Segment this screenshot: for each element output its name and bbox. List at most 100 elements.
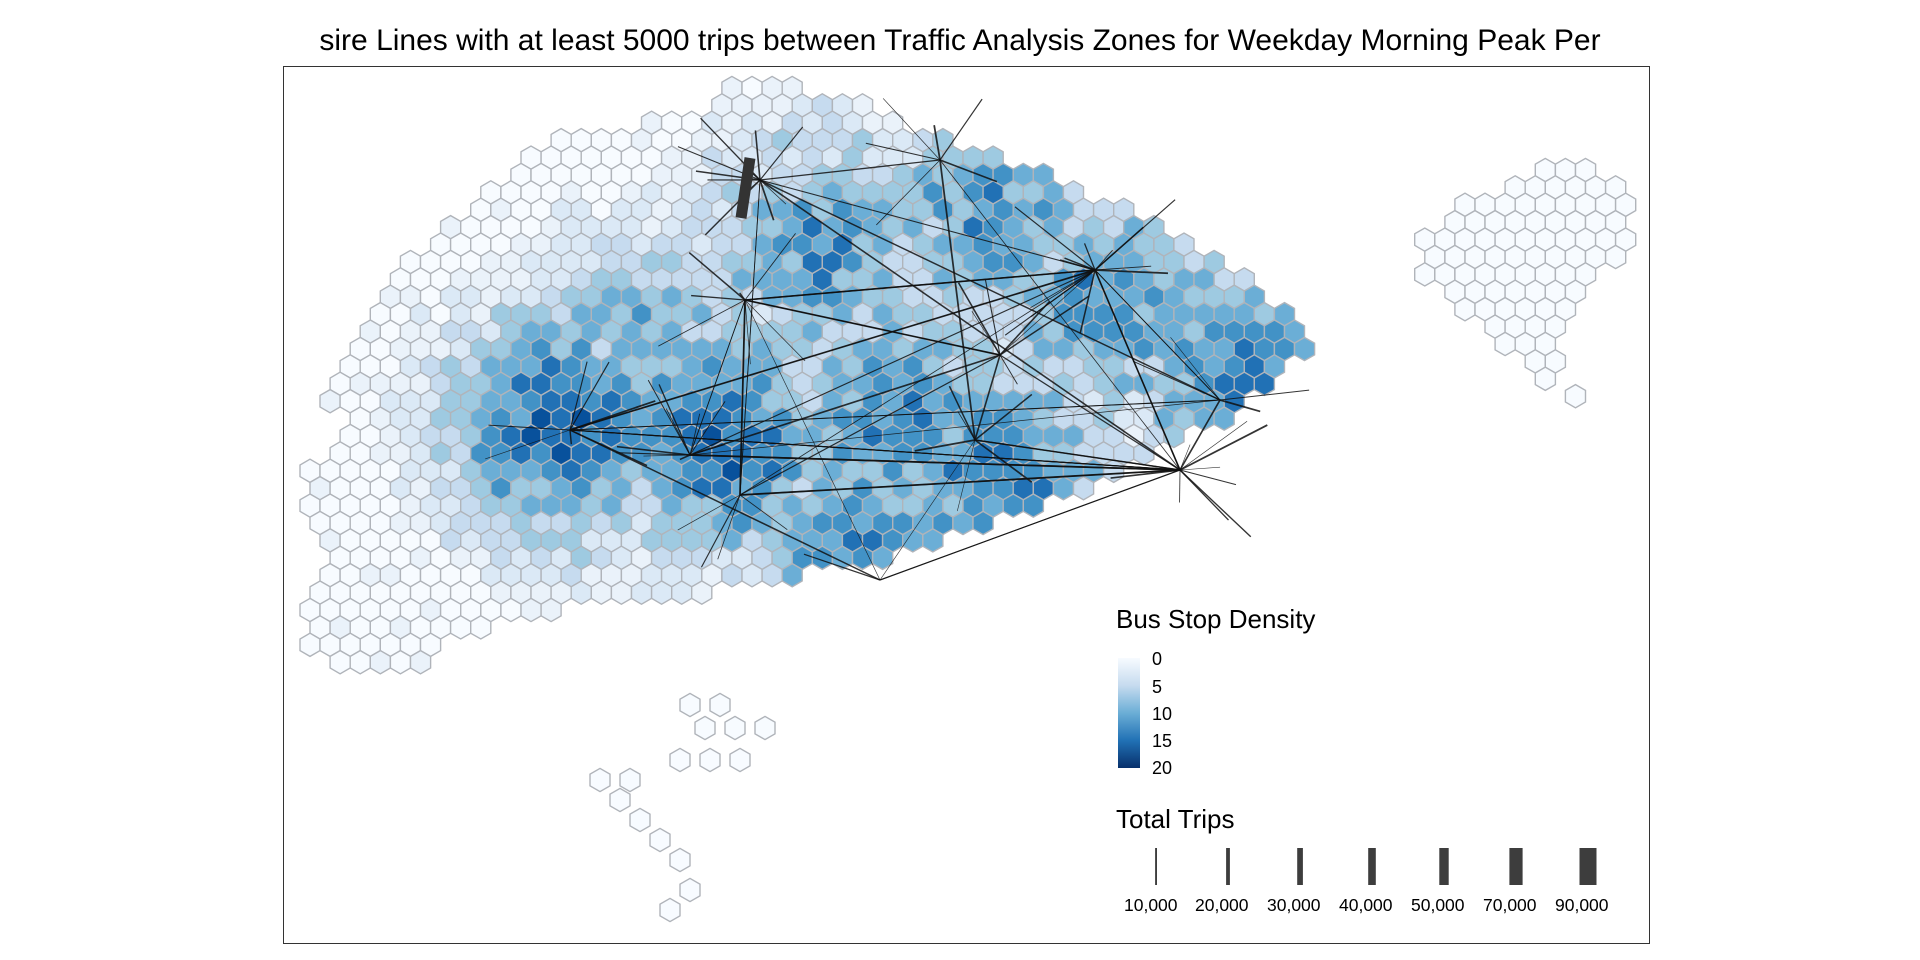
desire-line — [974, 354, 1001, 441]
desire-line — [744, 299, 881, 581]
hexagon-zone — [1163, 423, 1185, 449]
desire-line — [999, 354, 1181, 471]
hexagon-zone — [671, 580, 693, 606]
desire-line — [677, 494, 741, 531]
desire-line — [948, 385, 976, 441]
hexagon-zone — [729, 747, 751, 773]
hexagon-zone — [871, 545, 894, 571]
desire-line — [739, 494, 788, 531]
desire-line — [1179, 420, 1248, 471]
desire-line — [984, 279, 1001, 356]
hexagon-zone — [1052, 475, 1075, 501]
hexagon-zone — [449, 614, 472, 640]
desire-line — [876, 159, 941, 226]
desire-line — [957, 282, 1001, 356]
desire-line — [1094, 269, 1221, 401]
desire-line — [1110, 469, 1181, 479]
desire-line — [974, 393, 1033, 441]
desire-line — [744, 299, 751, 365]
desire-line — [939, 159, 998, 183]
desire-line — [1083, 243, 1096, 271]
hexagon-zone — [609, 787, 631, 813]
desire-line — [1170, 337, 1221, 401]
hexagon-layer — [299, 75, 1637, 923]
hexagon-zone — [1102, 458, 1125, 484]
desire-line — [1030, 269, 1096, 309]
hexagon-zone — [329, 649, 351, 675]
desire-line — [1014, 206, 1096, 271]
desire-line — [569, 429, 1181, 471]
trips-label-10000: 10,000 — [1124, 895, 1178, 915]
desire-line — [569, 269, 1096, 431]
desire-line — [569, 429, 881, 581]
desire-line — [1179, 424, 1268, 471]
desire-line — [1179, 469, 1229, 521]
desire-line — [999, 354, 1018, 385]
desire-line — [688, 252, 746, 301]
hexagon-zone — [754, 715, 776, 741]
desire-line — [691, 294, 746, 301]
desire-line — [759, 179, 787, 205]
trips-label-30000: 30,000 — [1267, 895, 1321, 915]
desire-line — [488, 424, 571, 431]
hexagon-zone — [349, 649, 371, 675]
hexagon-zone — [369, 649, 392, 675]
desire-line — [1094, 199, 1176, 271]
desire-line — [739, 354, 1001, 496]
desire-line — [744, 299, 806, 362]
desire-line — [759, 179, 775, 221]
desire-line — [1179, 466, 1221, 471]
desire-line — [1179, 469, 1237, 486]
desire-line — [882, 98, 941, 161]
trips-label-40000: 40,000 — [1339, 895, 1393, 915]
desire-line — [865, 142, 941, 161]
desire-line — [1094, 269, 1181, 471]
hexagon-zone — [709, 692, 731, 718]
desire-lines-layer — [485, 98, 1310, 581]
desire-line — [739, 469, 1181, 496]
hexagon-zone — [781, 562, 803, 588]
hexagon-zone — [679, 692, 701, 718]
desire-line — [1219, 399, 1261, 413]
desire-line — [717, 494, 741, 560]
hexagon-zone — [669, 847, 691, 873]
desire-line — [759, 179, 1221, 401]
desire-line — [569, 399, 1221, 431]
hexagon-zone — [724, 715, 746, 741]
hexagon-zone — [659, 897, 681, 923]
desire-line — [658, 299, 746, 347]
trips-label-50000: 50,000 — [1411, 895, 1465, 915]
hexagon-zone — [589, 767, 611, 793]
desire-line — [1059, 259, 1096, 271]
hexagon-zone — [699, 747, 721, 773]
desire-line — [739, 299, 746, 496]
hexagon-zone — [649, 827, 671, 853]
hexagon-zone — [669, 747, 691, 773]
hexagon-zone — [922, 527, 944, 553]
desire-line — [1219, 389, 1310, 401]
desire-line — [999, 295, 1090, 356]
desire-line — [485, 429, 571, 460]
desire-line — [569, 361, 610, 431]
desire-line — [689, 413, 701, 456]
desire-line — [1094, 269, 1169, 275]
density-legend-title: Bus Stop Density — [1116, 604, 1316, 634]
density-tick-5: 5 — [1152, 677, 1163, 697]
map-frame — [283, 66, 1650, 944]
hexagon-zone — [610, 580, 633, 606]
hexagon-zone — [761, 562, 783, 588]
hexagon-zone — [1253, 371, 1276, 397]
desire-line — [647, 379, 691, 456]
desire-line — [759, 179, 1096, 271]
hexagon-zone — [1454, 296, 1476, 322]
hexagon-zone — [619, 767, 641, 793]
hexagon-zone — [299, 632, 321, 658]
desire-line — [1094, 265, 1152, 271]
hexagon-zone — [679, 877, 701, 903]
trips-label-20000: 20,000 — [1195, 895, 1249, 915]
hexagon-zone — [629, 807, 651, 833]
desire-line — [569, 429, 573, 445]
desire-line — [744, 299, 1001, 356]
map-title: sire Lines with at least 5000 trips betw… — [319, 24, 1601, 57]
